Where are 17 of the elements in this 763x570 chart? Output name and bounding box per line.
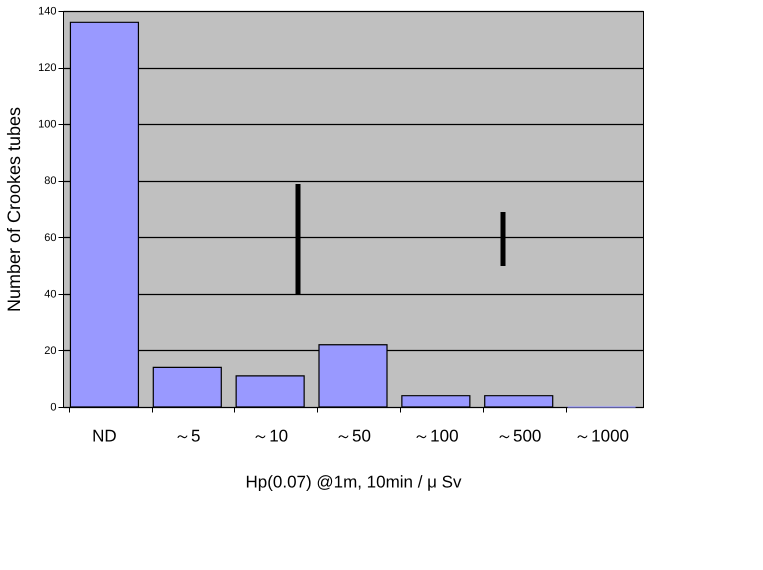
y-tick-label: 100 <box>38 118 56 131</box>
y-tick-label: 0 <box>50 402 56 414</box>
y-tick-label: 40 <box>44 288 56 300</box>
y-tick-label: 120 <box>38 62 56 74</box>
x-tick-label: ～50 <box>335 426 371 446</box>
y-tick-label: 60 <box>44 232 56 244</box>
x-axis-title: Hp(0.07) @1m, 10min / μ Sv <box>245 472 462 492</box>
y-axis-title: Number of Crookes tubes <box>4 106 24 312</box>
x-tick-label: ～5 <box>174 426 201 446</box>
y-tick-label: 80 <box>44 175 56 188</box>
x-tick-label: ～100 <box>413 426 459 446</box>
x-tick-label: ～10 <box>252 426 288 446</box>
x-tick-label: ～500 <box>496 426 542 446</box>
x-tick-label: ND <box>92 426 117 446</box>
x-tick-label: ～1000 <box>574 426 629 446</box>
y-tick-label: 20 <box>44 344 56 357</box>
y-tick-label: 140 <box>38 6 56 18</box>
